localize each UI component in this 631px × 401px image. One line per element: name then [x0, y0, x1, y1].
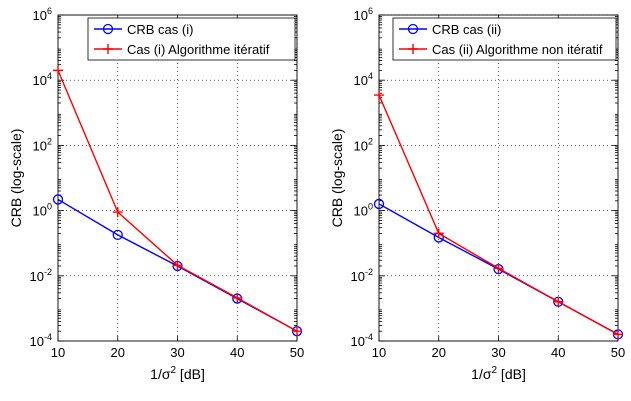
chart-panel-1: 10 20 30 40 50 10-4 10-2 100 102 104 106 1/σ2 [dB] C…: [8, 6, 304, 382]
legend-box: [87, 17, 296, 61]
x-tick-label: 40: [551, 345, 565, 360]
data-point-circle: [373, 198, 385, 210]
x-tick-label: 40: [230, 345, 244, 360]
data-point-plus: [553, 296, 564, 307]
y-tick-label: 10-2: [30, 267, 52, 284]
data-point-circle: [52, 194, 64, 205]
data-point-plus: [53, 65, 63, 76]
plot-area: [379, 15, 618, 341]
y-tick-label: 100: [354, 202, 373, 219]
y-tick-label: 104: [354, 71, 373, 88]
data-point-plus: [374, 90, 384, 101]
data-point-plus: [433, 228, 444, 239]
axis-frame: [57, 14, 298, 342]
x-tick-label: 20: [432, 345, 446, 360]
legend: CRB cas (i) Cas (i) Algorithme itératif: [87, 17, 296, 61]
y-tick-label: 106: [33, 6, 52, 23]
x-axis-label: 1/σ2 [dB]: [150, 365, 205, 382]
legend-label-1: CRB cas (ii): [432, 22, 501, 37]
y-tick-label: 102: [354, 136, 373, 153]
legend-label-2: Cas (i) Algorithme itératif: [127, 42, 270, 57]
legend-label-2: Cas (ii) Algorithme non itératif: [432, 42, 603, 57]
y-tick-label: 102: [33, 136, 52, 153]
legend: CRB cas (ii) Cas (ii) Algorithme non itér…: [392, 17, 617, 61]
x-tick-label: 30: [491, 345, 505, 360]
x-tick-label: 10: [372, 345, 386, 360]
x-tick-label: 20: [111, 345, 125, 360]
x-tick-label: 50: [611, 345, 625, 360]
x-axis-label: 1/σ2 [dB]: [471, 365, 526, 382]
y-tick-label: 106: [354, 6, 373, 23]
x-tick-label: 50: [290, 345, 304, 360]
data-point-plus: [613, 329, 623, 340]
x-tick-label: 10: [51, 345, 65, 360]
y-tick-label: 100: [33, 202, 52, 219]
axis-frame: [378, 14, 619, 342]
y-axis-label: CRB (log-scale): [329, 129, 345, 228]
data-point-plus: [172, 260, 183, 271]
legend-marker-plus: [408, 44, 418, 54]
legend-marker-circle: [407, 23, 419, 35]
legend-marker-plus: [103, 44, 113, 54]
data-point-plus: [292, 326, 302, 337]
data-point-circle: [112, 229, 123, 241]
y-axis-label: CRB (log-scale): [8, 129, 24, 228]
y-tick-label: 104: [33, 71, 52, 88]
legend-marker-circle: [102, 23, 114, 35]
y-tick-label: 10-4: [351, 332, 373, 349]
plot-area: [58, 15, 297, 341]
chart-panel-2: 10 20 30 40 50 10-4 10-2 100 102 104 106 1/σ2 [dB] C…: [329, 6, 625, 382]
data-point-plus: [232, 292, 243, 303]
x-tick-label: 30: [170, 345, 184, 360]
data-point-plus: [112, 207, 123, 218]
y-tick-label: 10-2: [351, 267, 373, 284]
data-point-plus: [493, 263, 504, 274]
y-tick-label: 10-4: [30, 332, 52, 349]
legend-box: [392, 17, 617, 61]
legend-label-1: CRB cas (i): [127, 22, 193, 37]
